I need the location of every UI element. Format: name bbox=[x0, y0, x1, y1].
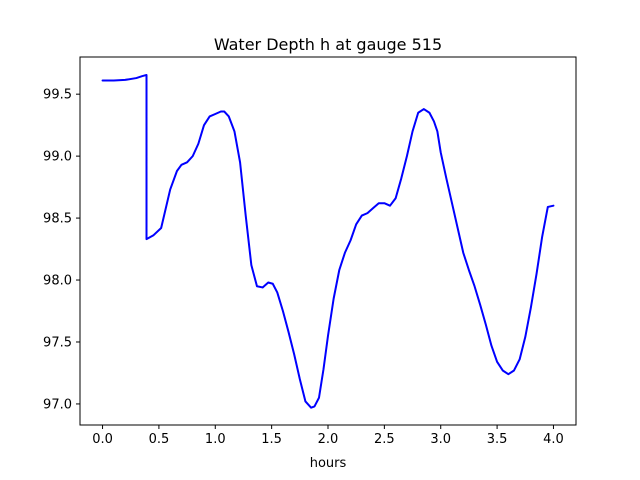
series-line-0 bbox=[101, 73, 555, 409]
x-tick-label: 0.0 bbox=[92, 432, 113, 447]
y-tick-label: 97.0 bbox=[43, 397, 72, 412]
x-tick-label: 1.5 bbox=[261, 432, 282, 447]
series-group bbox=[101, 73, 555, 409]
y-tick-label: 99.5 bbox=[43, 88, 72, 103]
chart-title: Water Depth h at gauge 515 bbox=[214, 35, 442, 54]
x-tick-label: 1.0 bbox=[205, 432, 226, 447]
y-tick-label: 99.0 bbox=[43, 150, 72, 165]
x-tick-label: 0.5 bbox=[149, 432, 170, 447]
x-axis-label: hours bbox=[310, 456, 347, 471]
x-tick-label: 2.5 bbox=[374, 432, 395, 447]
x-tick-label: 3.5 bbox=[487, 432, 508, 447]
x-tick-label: 4.0 bbox=[543, 432, 564, 447]
y-tick-label: 98.0 bbox=[43, 274, 72, 289]
x-tick-label: 3.0 bbox=[430, 432, 451, 447]
plot-area bbox=[80, 57, 576, 425]
y-tick-label: 97.5 bbox=[43, 335, 72, 350]
x-axis-ticks: 0.0 0.5 1.0 1.5 2.0 2.5 3.0 3.5 4.0 bbox=[92, 425, 564, 447]
x-tick-label: 2.0 bbox=[318, 432, 339, 447]
y-axis-ticks: 97.0 97.5 98.0 98.5 99.0 99.5 bbox=[43, 88, 80, 412]
y-tick-label: 98.5 bbox=[43, 212, 72, 227]
plot-frame bbox=[79, 56, 577, 426]
